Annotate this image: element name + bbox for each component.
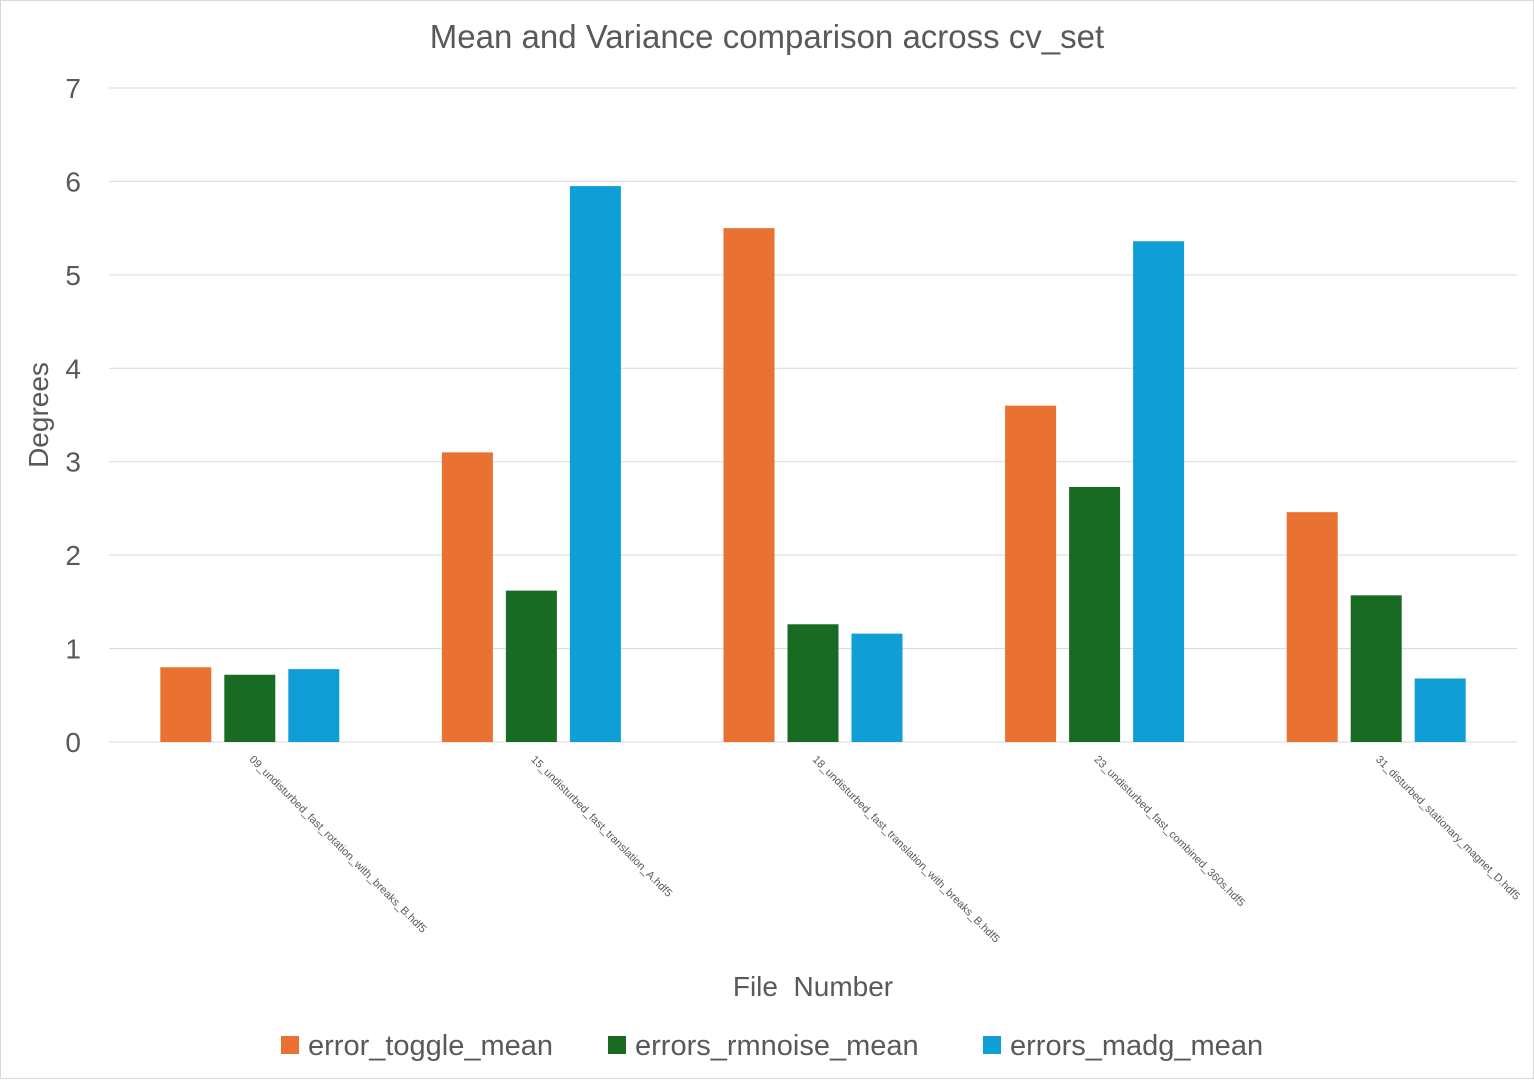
chart-title: Mean and Variance comparison across cv_s…: [430, 18, 1104, 55]
bar-errors_rmnoise_mean: [505, 590, 557, 742]
y-tick-label: 3: [65, 447, 81, 478]
bar-errors_madg_mean: [851, 633, 903, 742]
bar-errors_rmnoise_mean: [787, 624, 839, 742]
legend: error_toggle_mean errors_rmnoise_mean erro…: [281, 1030, 1263, 1062]
bar-errors_rmnoise_mean: [1069, 486, 1121, 742]
bar-error_toggle_mean: [1286, 512, 1338, 742]
bar-error_toggle_mean: [1005, 405, 1057, 742]
legend-swatch: [608, 1036, 626, 1054]
x-tick-label: 15_undisturbed_fast_translation_A.hdf5: [528, 754, 674, 900]
legend-label: errors_rmnoise_mean: [635, 1030, 919, 1062]
legend-swatch: [281, 1036, 299, 1054]
bar-errors_madg_mean: [569, 186, 621, 743]
x-tick-label: 18_undisturbed_fast_translation_with_bre…: [810, 754, 1002, 946]
bar-errors_madg_mean: [1414, 678, 1466, 742]
bar-error_toggle_mean: [723, 228, 775, 743]
bar-errors_rmnoise_mean: [224, 674, 276, 742]
y-tick-label: 0: [65, 727, 81, 758]
y-tick-label: 4: [65, 353, 81, 384]
bar-error_toggle_mean: [441, 452, 493, 742]
legend-label: errors_madg_mean: [1010, 1030, 1263, 1062]
gridlines: [109, 87, 1517, 743]
y-axis-label: Degrees: [23, 362, 54, 468]
legend-label: error_toggle_mean: [308, 1030, 553, 1062]
y-tick-label: 2: [65, 540, 81, 571]
y-axis-ticks: 0 1 2 3 4 5 6 7: [65, 73, 81, 758]
bar-errors_rmnoise_mean: [1350, 595, 1402, 742]
bar-errors_madg_mean: [1133, 241, 1185, 743]
y-tick-label: 6: [65, 166, 81, 197]
x-axis-label: File Number: [733, 971, 893, 1002]
x-tick-label: 09_undisturbed_fast_rotation_with_breaks…: [247, 754, 429, 936]
y-tick-label: 1: [65, 634, 81, 665]
bars: [160, 186, 1466, 743]
y-tick-label: 7: [65, 73, 81, 104]
bar-error_toggle_mean: [160, 667, 212, 742]
legend-swatch: [983, 1036, 1001, 1054]
x-axis-ticks: 09_undisturbed_fast_rotation_with_breaks…: [247, 754, 1522, 946]
y-tick-label: 5: [65, 260, 81, 291]
x-tick-label: 31_disturbed_stationary_magnet_D.hdf5: [1373, 754, 1522, 903]
x-tick-label: 23_undisturbed_fast_combined_360s.hdf5: [1091, 754, 1247, 910]
bar-errors_madg_mean: [288, 669, 340, 742]
